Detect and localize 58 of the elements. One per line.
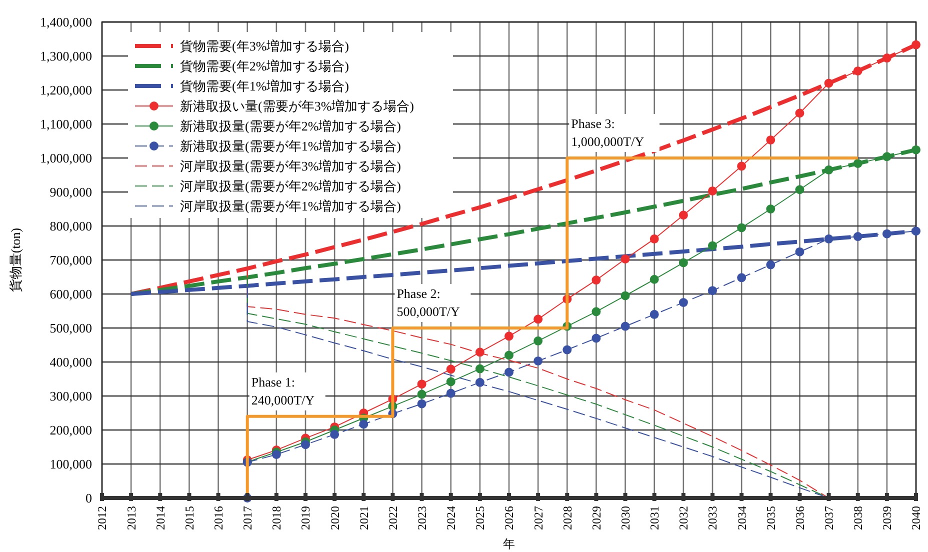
- y-tick-label: 700,000: [50, 252, 92, 268]
- y-tick-label: 1,200,000: [40, 82, 92, 98]
- x-tick-label: 2033: [706, 506, 720, 530]
- y-tick-label: 600,000: [50, 286, 92, 302]
- x-tick-label: 2018: [270, 506, 284, 530]
- x-tick-label: 2030: [618, 506, 632, 530]
- legend-label: 貨物需要(年1%増加する場合): [180, 78, 349, 94]
- x-tick-label: 2037: [822, 506, 836, 530]
- x-tick-label: 2012: [95, 506, 110, 530]
- legend-label: 貨物需要(年3%増加する場合): [180, 38, 349, 54]
- x-axis-title: 年: [503, 537, 515, 551]
- x-tick-label: 2029: [589, 506, 604, 530]
- annotation: Phase 2: 500,000T/Y: [396, 286, 461, 319]
- legend-label: 貨物需要(年2%増加する場合): [180, 58, 349, 74]
- y-tick-label: 200,000: [50, 422, 92, 438]
- x-tick-label: 2023: [414, 506, 429, 530]
- annotation: Phase 3: 1,000,000T/Y: [571, 116, 645, 149]
- x-tick-label: 2020: [328, 506, 342, 530]
- legend-label: 河岸取扱量(需要が年3%増加する場合): [180, 158, 401, 174]
- legend-label: 河岸取扱量(需要が年2%増加する場合): [180, 178, 401, 194]
- x-tick-label: 2028: [560, 506, 574, 530]
- x-tick-label: 2031: [648, 506, 662, 530]
- y-tick-label: 400,000: [50, 354, 92, 370]
- x-tick-label: 2013: [124, 506, 138, 530]
- y-tick-label: 1,100,000: [40, 116, 92, 132]
- y-tick-label: 1,300,000: [40, 48, 92, 64]
- x-tick-label: 2040: [909, 506, 924, 530]
- x-tick-label: 2015: [182, 506, 196, 530]
- legend-label: 新港取扱量(需要が年1%増加する場合): [180, 138, 401, 154]
- y-tick-label: 900,000: [50, 184, 92, 200]
- y-tick-label: 1,400,000: [40, 14, 92, 30]
- x-tick-label: 2035: [764, 506, 778, 530]
- y-tick-label: 1,000,000: [40, 150, 92, 166]
- y-tick-label: 300,000: [50, 388, 92, 404]
- x-tick-label: 2017: [240, 506, 255, 530]
- x-tick-label: 2025: [473, 506, 488, 530]
- legend-label: 河岸取扱量(需要が年1%増加する場合): [180, 198, 401, 214]
- y-tick-label: 500,000: [50, 320, 92, 336]
- x-tick-label: 2021: [356, 506, 371, 530]
- y-tick-label: 800,000: [50, 218, 92, 234]
- x-tick-label: 2036: [792, 506, 807, 530]
- annotation: Phase 1: 240,000T/Y: [251, 374, 316, 408]
- legend-label: 新港取扱い量(需要が年3%増加する場合): [180, 98, 414, 114]
- y-tick-label: 100,000: [50, 456, 92, 472]
- x-tick-label: 2032: [676, 506, 691, 530]
- x-tick-label: 2024: [444, 506, 458, 530]
- y-axis-title: 貨物量(ton): [8, 228, 23, 292]
- x-tick-label: 2038: [851, 506, 866, 530]
- x-tick-label: 2039: [880, 506, 894, 530]
- legend-label: 新港取扱量(需要が年2%増加する場合): [180, 118, 401, 134]
- x-tick-label: 2022: [386, 506, 400, 530]
- x-tick-label: 2026: [502, 506, 516, 530]
- x-tick-label: 2016: [211, 506, 226, 530]
- x-tick-label: 2014: [153, 506, 168, 530]
- x-tick-label: 2019: [298, 506, 313, 530]
- y-tick-label: 0: [86, 490, 92, 506]
- x-tick-label: 2034: [734, 506, 749, 530]
- x-tick-label: 2027: [531, 506, 546, 530]
